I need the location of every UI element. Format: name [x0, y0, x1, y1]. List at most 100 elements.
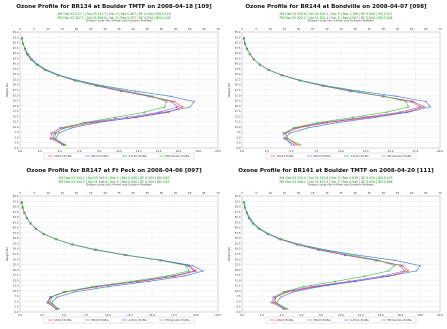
series-line-pmsol [243, 38, 409, 146]
y-tick-label: 17.5 [235, 109, 241, 113]
data-point-pm-solution [20, 36, 24, 40]
y-tick-label: 35.0 [235, 236, 241, 240]
x-tick-label: 4.0 [280, 313, 284, 317]
data-point-apriori [57, 132, 60, 135]
data-point-pm [50, 132, 53, 135]
top-tick-label: 35 [339, 191, 343, 195]
data-point-pm-solution [242, 200, 246, 204]
legend-label: PM-03 Profile [314, 154, 331, 158]
data-point-pm [193, 269, 196, 272]
x-tick-label: 17.5 [412, 149, 418, 153]
legend-label: PM-03 Profile [92, 318, 109, 322]
top-tick-label: 65 [202, 191, 206, 195]
top-tick-label: 20 [75, 27, 79, 31]
y-tick-label: 37.5 [235, 231, 241, 235]
x-tick-label: 0.0 [240, 149, 244, 153]
chart-title: Ozone Profile for BR144 at Bondville on … [245, 4, 427, 10]
data-point-apriori [355, 254, 358, 256]
y-tick-label: 22.5 [13, 263, 19, 267]
data-point-pm-solution [286, 137, 289, 140]
data-point-apriori [202, 269, 204, 272]
y-tick-label: 17.5 [235, 273, 241, 277]
data-point-pm-solution [62, 290, 66, 293]
chart-subtitle-am: AM Obs 03 315.4 | Sol 03 312.6 | Iter 3 … [279, 176, 393, 180]
y-tick-label: 20.0 [235, 268, 241, 272]
data-point-pm [361, 116, 364, 119]
data-point-pm-solution [258, 63, 262, 66]
chart-subtitle-am: AM Obs 03 343.1 | Sol 03 345.4 | Iter 3 … [58, 176, 170, 180]
top-tick-label: 70 [216, 27, 220, 31]
data-point-pm-solution [351, 89, 355, 93]
data-point-am [296, 143, 299, 146]
top-tick-label: 50 [160, 27, 164, 31]
data-point-pm [176, 105, 179, 108]
y-tick-label: 15.0 [235, 114, 241, 118]
y-tick-label: 12.5 [13, 120, 19, 124]
series-pmsol [242, 200, 396, 310]
x-tick-label: 7.5 [314, 149, 318, 153]
data-point-pm-solution [159, 258, 163, 262]
y-tick-label: 47.5 [13, 210, 19, 214]
legend-label: AM-03 Profile [55, 318, 73, 322]
y-tick-label: 42.5 [13, 56, 19, 60]
y-tick-label: 40.0 [235, 226, 241, 230]
chart-svg: Dobson units (for A-Priori and Solution … [5, 183, 221, 324]
top-tick-label: 55 [174, 191, 178, 195]
x-tick-label: 15.0 [388, 149, 394, 153]
data-point-pm [55, 307, 58, 310]
data-point-am [135, 116, 138, 119]
top-axis-label: Dobson units (for A-Priori and Solution … [308, 183, 374, 187]
top-tick-label: 45 [146, 27, 150, 31]
data-point-pm [293, 143, 296, 146]
chart-panel-4: Ozone Profile for BR141 at Boulder TMTF … [226, 168, 446, 328]
data-point-apriori [393, 259, 396, 262]
top-tick-label: 15 [283, 191, 287, 195]
data-point-apriori [182, 275, 185, 278]
y-tick-label: 25.0 [13, 93, 19, 97]
data-point-apriori [243, 37, 245, 40]
y-tick-label: 25.0 [235, 257, 241, 261]
y-axis-label: Height km [5, 246, 9, 261]
x-tick-label: 8.0 [319, 313, 323, 317]
top-tick-label: 0 [19, 191, 21, 195]
top-tick-label: 55 [174, 27, 178, 31]
data-point-pm-solution [34, 227, 38, 230]
y-tick-label: 5.0 [14, 135, 18, 139]
top-tick-label: 30 [103, 191, 107, 195]
data-point-apriori [243, 201, 245, 204]
data-point-apriori [21, 37, 23, 40]
x-tick-label: 16.0 [398, 313, 404, 317]
y-tick-label: 27.5 [13, 252, 19, 256]
x-tick-label: 8.0 [97, 149, 101, 153]
top-tick-label: 10 [47, 27, 51, 31]
top-tick-label: 0 [241, 191, 243, 195]
y-tick-label: 0.0 [14, 146, 18, 150]
y-tick-label: 0.0 [14, 310, 18, 314]
chart-panel-1: Ozone Profile for BR134 at Boulder TMTF … [4, 4, 224, 164]
y-tick-label: 45.0 [13, 215, 19, 219]
x-tick-label: 2.5 [265, 149, 269, 153]
data-point-pm-solution [48, 301, 52, 304]
y-tick-label: 45.0 [13, 51, 19, 55]
x-tick-label: 14.0 [156, 149, 162, 153]
data-point-pm [49, 137, 52, 140]
y-tick-label: 55.0 [235, 30, 241, 34]
y-tick-label: 2.5 [236, 305, 240, 309]
data-point-pm-solution [21, 206, 24, 209]
y-tick-label: 15.0 [235, 278, 241, 282]
x-tick-label: 12.5 [127, 313, 133, 317]
data-point-pm-solution [187, 269, 191, 272]
x-tick-label: 4.0 [58, 149, 62, 153]
top-tick-label: 55 [396, 191, 400, 195]
top-tick-label: 30 [103, 27, 107, 31]
y-tick-label: 52.5 [235, 199, 241, 203]
y-tick-label: 17.5 [13, 109, 19, 113]
data-point-pm [403, 269, 406, 272]
legend-label: PM Solution Profile [166, 154, 190, 158]
data-point-pm-solution [320, 248, 324, 251]
chart-subtitle-am: AM Obs 03 312.7 | Sol 03 311.7 | Iter 3 … [57, 12, 171, 16]
data-point-pm-solution [299, 79, 302, 82]
data-point-pm-solution [90, 285, 94, 288]
data-point-am [326, 121, 329, 124]
x-tick-label: 12.0 [358, 313, 364, 317]
